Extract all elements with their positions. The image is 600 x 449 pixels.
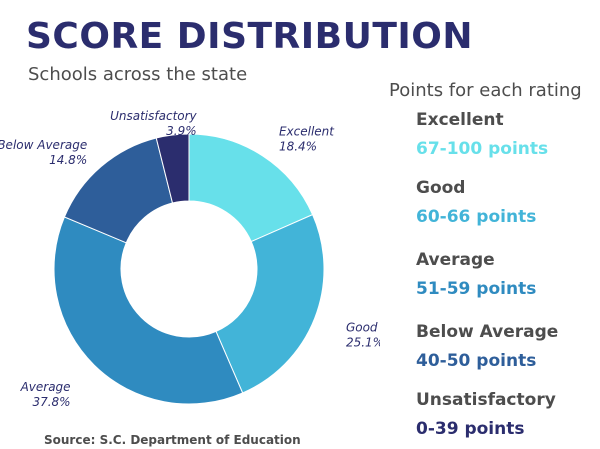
slice-label-average: Average 37.8% (20, 380, 71, 409)
legend-item-good: Good 60-66 points (416, 178, 536, 227)
legend-item-below-average: Below Average 40-50 points (416, 322, 558, 371)
chart-title: SCORE DISTRIBUTION (26, 16, 474, 57)
slice-good (215, 213, 325, 394)
legend-item-excellent: Excellent 67-100 points (416, 110, 548, 159)
legend-name: Below Average (416, 322, 559, 342)
slice-label-unsatisfactory: Unsatisfactory 3.9% (110, 109, 197, 138)
slice-unsatisfactory (155, 133, 190, 204)
legend-item-unsatisfactory: Unsatisfactory 0-39 points (416, 390, 556, 439)
slice-label-excellent: Excellent 18.4% (279, 124, 335, 153)
slice-average (53, 216, 244, 405)
legend-points: 51-59 points (416, 279, 537, 299)
legend-name: Average (416, 250, 495, 270)
legend-points: 67-100 points (416, 139, 549, 159)
legend-name: Unsatisfactory (416, 390, 556, 410)
legend-title: Points for each rating (389, 80, 582, 101)
legend-name: Excellent (416, 110, 504, 130)
chart-subtitle: Schools across the state (28, 64, 248, 85)
source-note: Source: S.C. Department of Education (44, 433, 301, 447)
legend-item-average: Average 51-59 points (416, 250, 536, 299)
legend-name: Good (416, 178, 466, 198)
slice-excellent (188, 133, 314, 243)
legend-points: 0-39 points (416, 419, 525, 439)
slice-label-below-average: Below Average 14.8% (0, 138, 87, 167)
legend-points: 40-50 points (416, 351, 537, 371)
legend-points: 60-66 points (416, 207, 537, 227)
